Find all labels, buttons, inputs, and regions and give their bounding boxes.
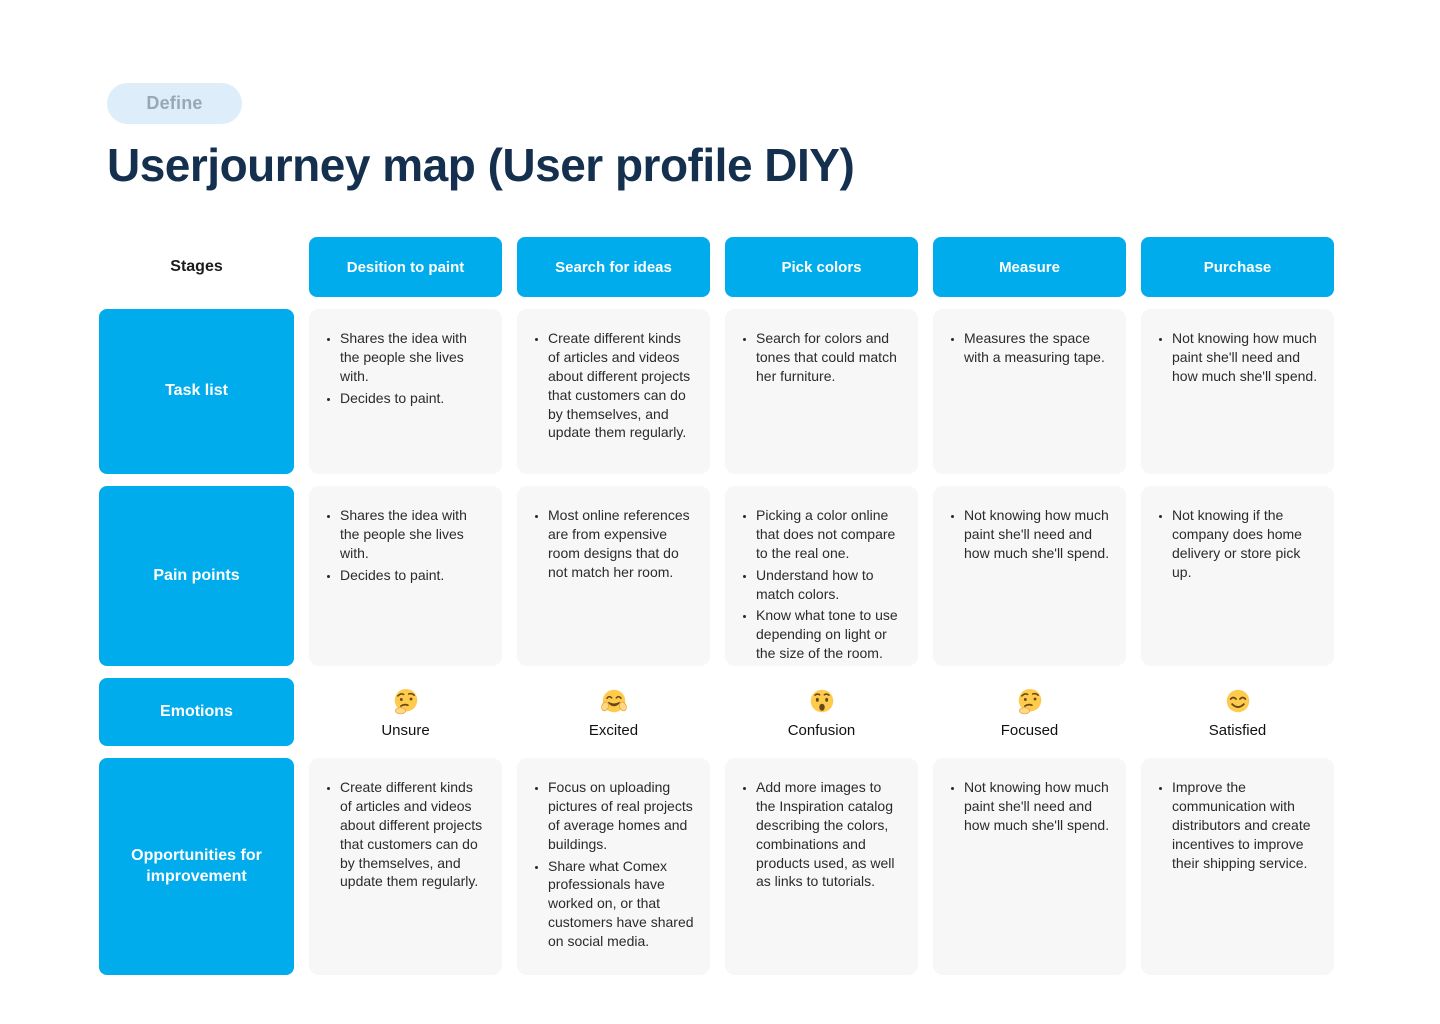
anguished-face-icon [810,689,833,713]
stage-button-purchase[interactable]: Purchase [1141,237,1334,297]
bullet-item: Shares the idea with the people she live… [340,329,488,386]
stage-button-search-for-ideas[interactable]: Search for ideas [517,237,710,297]
row-label-emotions: Emotions [99,678,294,746]
bullet-list: Most online references are from expensiv… [533,506,696,582]
bullet-item: Decides to paint. [340,566,488,585]
bullet-item: Share what Comex professionals have work… [548,857,696,951]
row-label-task-list: Task list [99,309,294,474]
emotion-label: Confusion [787,722,856,739]
pain-points-cell-measure: Not knowing how much paint she'll need a… [933,486,1126,666]
bullet-list: Not knowing how much paint she'll need a… [949,506,1112,563]
emotion-focused: Focused [933,678,1126,746]
bullet-item: Shares the idea with the people she live… [340,506,488,563]
pain-points-cell-purchase: Not knowing if the company does home del… [1141,486,1334,666]
thinking-face-icon [1018,688,1041,715]
task-list-cell-pick-colors: Search for colors and tones that could m… [725,309,918,474]
define-badge-label: Define [146,93,203,113]
pain-points-cell-desition-to-paint: Shares the idea with the people she live… [309,486,502,666]
bullet-item: Focus on uploading pictures of real proj… [548,778,696,854]
task-list-cell-desition-to-paint: Shares the idea with the people she live… [309,309,502,474]
bullet-item: Add more images to the Inspiration catal… [756,778,904,891]
stage-button-desition-to-paint[interactable]: Desition to paint [309,237,502,297]
bullet-item: Measures the space with a measuring tape… [964,329,1112,367]
task-list-cell-purchase: Not knowing how much paint she'll need a… [1141,309,1334,474]
bullet-item: Not knowing if the company does home del… [1172,506,1320,582]
bullet-list: Not knowing if the company does home del… [1157,506,1320,582]
row-label-opportunities: Opportunities for improvement [99,758,294,975]
pain-points-cell-pick-colors: Picking a color online that does not com… [725,486,918,666]
emotion-label: Unsure [381,722,430,739]
bullet-list: Shares the idea with the people she live… [325,329,488,408]
bullet-list: Create different kinds of articles and v… [533,329,696,442]
bullet-list: Not knowing how much paint she'll need a… [949,778,1112,835]
hugging-face-icon [600,689,627,713]
bullet-item: Understand how to match colors. [756,566,904,604]
stage-button-pick-colors[interactable]: Pick colors [725,237,918,297]
bullet-item: Not knowing how much paint she'll need a… [964,778,1112,835]
emotion-label: Satisfied [1208,722,1267,739]
bullet-item: Create different kinds of articles and v… [340,778,488,891]
opportunities-cell-desition-to-paint: Create different kinds of articles and v… [309,758,502,975]
opportunities-cell-search-for-ideas: Focus on uploading pictures of real proj… [517,758,710,975]
task-list-cell-measure: Measures the space with a measuring tape… [933,309,1126,474]
bullet-list: Create different kinds of articles and v… [325,778,488,891]
define-badge: Define [107,83,242,124]
bullet-list: Picking a color online that does not com… [741,506,904,663]
bullet-item: Not knowing how much paint she'll need a… [1172,329,1320,386]
opportunities-cell-purchase: Improve the communication with distribut… [1141,758,1334,975]
bullet-item: Not knowing how much paint she'll need a… [964,506,1112,563]
opportunities-cell-measure: Not knowing how much paint she'll need a… [933,758,1126,975]
bullet-list: Improve the communication with distribut… [1157,778,1320,872]
journey-grid: Stages Desition to paint Search for idea… [99,237,1334,975]
bullet-item: Create different kinds of articles and v… [548,329,696,442]
bullet-list: Add more images to the Inspiration catal… [741,778,904,891]
bullet-list: Shares the idea with the people she live… [325,506,488,585]
emotion-satisfied: Satisfied [1141,678,1334,746]
thinking-face-icon [394,688,417,715]
bullet-item: Decides to paint. [340,389,488,408]
emotion-excited: Excited [517,678,710,746]
emotion-unsure: Unsure [309,678,502,746]
bullet-item: Most online references are from expensiv… [548,506,696,582]
emotion-confusion: Confusion [725,678,918,746]
bullet-item: Search for colors and tones that could m… [756,329,904,386]
bullet-list: Search for colors and tones that could m… [741,329,904,386]
row-label-pain-points: Pain points [99,486,294,666]
bullet-item: Improve the communication with distribut… [1172,778,1320,872]
emotion-label: Focused [1000,722,1059,739]
stages-label: Stages [170,258,223,275]
task-list-cell-search-for-ideas: Create different kinds of articles and v… [517,309,710,474]
pain-points-cell-search-for-ideas: Most online references are from expensiv… [517,486,710,666]
page-title: Userjourney map (User profile DIY) [107,139,855,191]
smiling-face-icon [1226,689,1249,713]
bullet-item: Picking a color online that does not com… [756,506,904,563]
opportunities-cell-pick-colors: Add more images to the Inspiration catal… [725,758,918,975]
bullet-item: Know what tone to use depending on light… [756,606,904,663]
emotion-label: Excited [588,722,639,739]
stage-button-measure[interactable]: Measure [933,237,1126,297]
bullet-list: Not knowing how much paint she'll need a… [1157,329,1320,386]
bullet-list: Measures the space with a measuring tape… [949,329,1112,367]
bullet-list: Focus on uploading pictures of real proj… [533,778,696,951]
